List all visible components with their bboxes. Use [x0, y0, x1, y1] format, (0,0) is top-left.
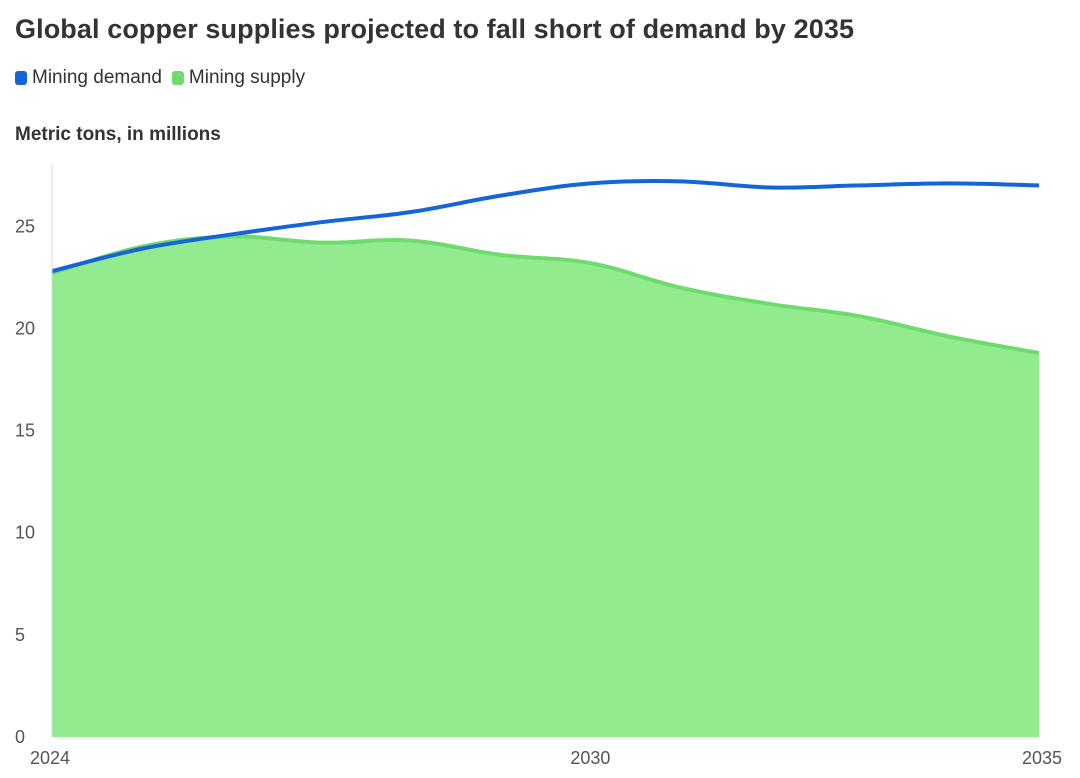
x-tick-label: 2030	[570, 748, 610, 768]
x-tick-label: 2024	[30, 748, 70, 768]
y-tick-label: 25	[15, 216, 35, 236]
legend-label-supply: Mining supply	[188, 67, 306, 88]
chart-title: Global copper supplies projected to fall…	[15, 14, 855, 44]
y-axis-title: Metric tons, in millions	[15, 124, 221, 145]
mining-demand-line	[51, 178, 1040, 274]
y-tick-label: 5	[15, 625, 25, 645]
mining-supply-area	[52, 236, 1039, 737]
legend-item-demand[interactable]: Mining demand	[15, 67, 162, 89]
legend-label-demand: Mining demand	[32, 67, 162, 88]
x-tick-label: 2035	[1022, 748, 1062, 768]
legend-item-supply[interactable]: Mining supply	[171, 67, 306, 89]
y-tick-label: 10	[15, 523, 35, 543]
demand-swatch-icon	[15, 71, 27, 85]
y-tick-label: 15	[15, 421, 35, 441]
legend: Mining demand Mining supply	[15, 67, 305, 89]
supply-swatch-icon	[171, 71, 184, 85]
y-tick-label: 0	[15, 727, 25, 747]
y-tick-label: 20	[15, 318, 35, 338]
